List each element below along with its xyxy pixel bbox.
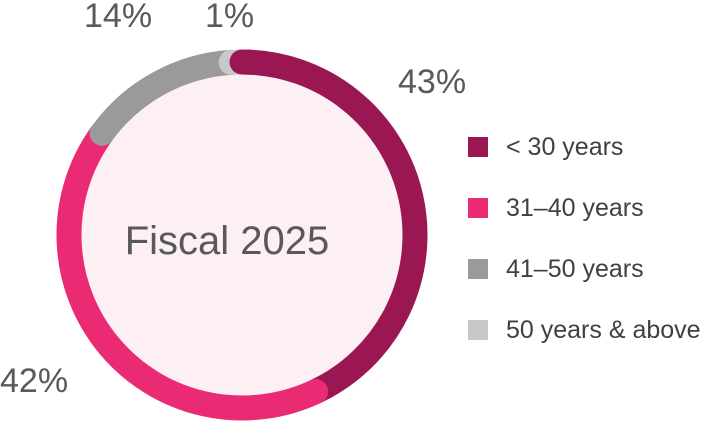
donut-slice-under-30 [229, 49, 428, 405]
legend-label-31-40: 31–40 years [506, 193, 644, 222]
legend-swatch-31-40 [468, 198, 488, 218]
legend-item-41-50: 41–50 years [468, 254, 701, 284]
donut-slices [56, 49, 428, 421]
donut-slice-31-40 [56, 120, 329, 421]
chart-center-disc [69, 62, 415, 408]
percent-label-50-above: 1% [205, 0, 254, 35]
legend-item-31-40: 31–40 years [468, 193, 701, 223]
legend-label-41-50: 41–50 years [506, 254, 644, 283]
legend-item-50-above: 50 years & above [468, 315, 701, 345]
center-label: Fiscal 2025 [125, 219, 330, 263]
legend-item-under-30: < 30 years [468, 132, 701, 162]
percent-label-41-50: 14% [84, 0, 152, 35]
legend-label-50-above: 50 years & above [506, 315, 701, 344]
legend-swatch-50-above [468, 320, 488, 340]
legend-swatch-41-50 [468, 259, 488, 279]
legend-label-under-30: < 30 years [506, 132, 624, 161]
percent-label-under-30: 43% [398, 63, 466, 101]
donut-slice-41-50 [89, 49, 244, 146]
chart-legend: < 30 years 31–40 years 41–50 years 50 ye… [468, 132, 701, 376]
percent-labels: 43% 42% 14% 1% [0, 0, 466, 400]
percent-label-31-40: 42% [0, 362, 68, 400]
legend-swatch-under-30 [468, 137, 488, 157]
